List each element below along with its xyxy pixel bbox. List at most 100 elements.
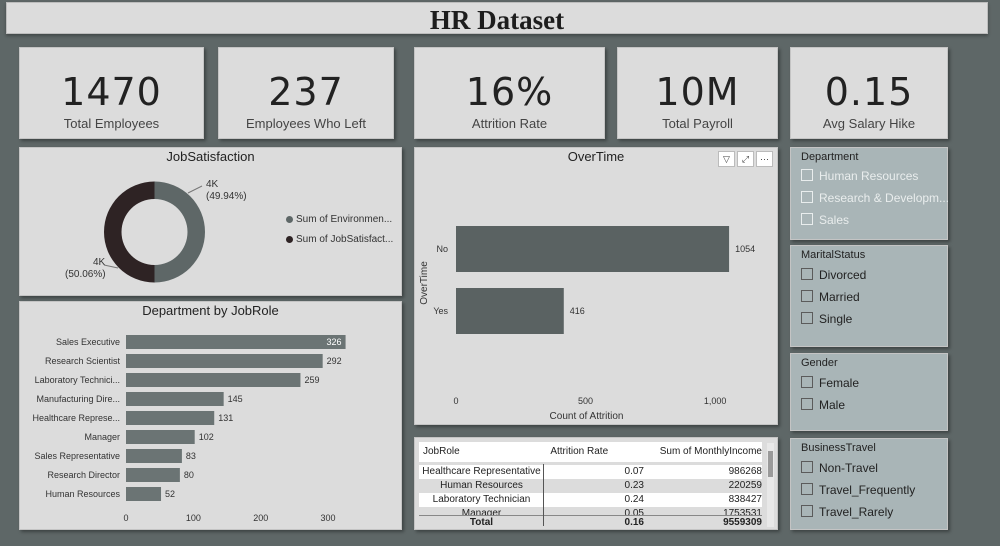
checkbox[interactable] [801,312,813,324]
checkbox[interactable] [801,191,813,203]
x-axis-title: Count of Attrition [550,411,624,422]
bar[interactable] [126,487,162,501]
column-header-income[interactable]: Sum of MonthlyIncome [659,446,762,457]
bar-category-label: Human Resources [45,489,120,499]
slicer-option-research[interactable]: Research & Developm... [801,191,949,205]
kpi-label: Employees Who Left [246,116,366,131]
table-row[interactable]: Manager 0.05 1753531 [419,507,762,515]
donut-pct-bottom: (50.06%) [65,269,106,280]
bar[interactable] [126,354,323,368]
department-slicer[interactable]: Department Human Resources Research & De… [790,147,949,240]
slicer-option-male[interactable]: Male [801,398,845,412]
kpi-total-payroll[interactable]: 10M Total Payroll [617,47,778,139]
job-satisfaction-panel[interactable]: JobSatisfaction 4K (49.94%) 4K (50.06%) … [19,147,402,296]
jobrole-table: JobRole Attrition Rate Sum of MonthlyInc… [419,442,762,529]
legend-dot [286,235,293,243]
business-travel-slicer[interactable]: BusinessTravel Non-Travel Travel_Frequen… [790,438,948,530]
bar[interactable] [456,226,730,272]
gender-slicer[interactable]: Gender Female Male [790,353,948,431]
cell-jobrole: Manager [461,508,502,515]
donut-chart[interactable] [20,148,403,297]
donut-slice-environment [154,181,205,283]
slicer-option-female[interactable]: Female [801,376,859,390]
dept-jobrole-title: Department by JobRole [142,303,279,318]
cell-attrition: 0.23 [624,480,644,491]
bar-data-label: 102 [199,432,214,442]
cell-attrition: 0.07 [624,466,644,477]
donut-label-top: 4K [206,179,219,190]
table-header-row: JobRole Attrition Rate Sum of MonthlyInc… [419,442,762,462]
slicer-option-non-travel[interactable]: Non-Travel [801,461,878,475]
job-satisfaction-title: JobSatisfaction [166,149,255,164]
bar-category-label: Research Scientist [45,356,121,366]
table-row[interactable]: Human Resources 0.23 220259 [419,479,762,493]
overtime-bar-chart[interactable]: No 1054 Yes 416 0 500 1,000 Count of Attrition O… [415,148,779,426]
checkbox[interactable] [801,169,813,181]
report-title: HR Dataset [429,5,565,35]
bar[interactable] [126,449,182,463]
bar[interactable] [126,430,195,444]
overtime-panel[interactable]: OverTime ▽ ⤢ ⋯ No 1054 Yes 416 0 500 1,000 Count … [414,147,778,425]
bar-data-label: 80 [184,470,194,480]
slicer-title: Gender [801,357,838,369]
legend-item-jobsatisfaction[interactable]: Sum of JobSatisfact... [286,234,393,245]
bar[interactable] [126,373,301,387]
kpi-employees-who-left[interactable]: 237 Employees Who Left [218,47,394,139]
slicer-title: MaritalStatus [801,249,866,261]
bar-data-label: 83 [186,451,196,461]
kpi-value: 16% [465,70,554,114]
bar-data-label: 416 [570,306,585,316]
checkbox[interactable] [801,290,813,302]
table-scrollbar[interactable] [767,443,774,527]
overtime-title: OverTime [567,149,625,164]
legend-item-environment[interactable]: Sum of Environmen... [286,214,392,225]
checkbox[interactable] [801,505,813,517]
donut-pct-top: (49.94%) [206,191,247,202]
filter-icon[interactable]: ▽ [718,151,735,167]
checkbox[interactable] [801,483,813,495]
dept-jobrole-panel[interactable]: Department by JobRole Sales Executive 326… [19,301,402,530]
more-options-icon[interactable]: ⋯ [756,151,773,167]
table-row[interactable]: Laboratory Technician 0.24 838427 [419,493,762,507]
kpi-label: Attrition Rate [471,116,548,131]
y-axis-title: OverTime [419,261,430,305]
table-scrollbar-thumb[interactable] [768,451,773,477]
slicer-option-married[interactable]: Married [801,290,860,304]
slicer-option-human-resources[interactable]: Human Resources [801,169,918,183]
bar[interactable] [126,411,215,425]
checkbox[interactable] [801,398,813,410]
column-header-attrition[interactable]: Attrition Rate [550,446,609,457]
checkbox[interactable] [801,376,813,388]
visual-header-icons: ▽ ⤢ ⋯ [716,149,773,167]
bar-data-label: 1054 [735,244,755,254]
table-row[interactable]: Healthcare Representative 0.07 986268 [419,465,762,479]
donut-slice-jobsatisfaction [104,181,155,283]
bar[interactable] [126,335,346,349]
slicer-title: BusinessTravel [801,442,876,454]
slicer-option-travel-frequently[interactable]: Travel_Frequently [801,483,915,497]
jobrole-bar-chart[interactable]: Sales Executive 326 Research Scientist 292 L… [20,302,403,531]
kpi-avg-salary-hike[interactable]: 0.15 Avg Salary Hike [790,47,948,139]
bar[interactable] [456,288,564,334]
cell-income: 1753531 [723,508,762,515]
slicer-option-sales[interactable]: Sales [801,213,849,227]
slicer-option-travel-rarely[interactable]: Travel_Rarely [801,505,893,519]
cell-attrition: 0.24 [624,494,644,505]
bar[interactable] [126,392,224,406]
column-header-jobrole[interactable]: JobRole [423,446,460,457]
kpi-total-employees[interactable]: 1470 Total Employees [19,47,204,139]
bar-data-label: 326 [327,337,342,347]
cell-total-income: 9559309 [723,517,762,528]
checkbox[interactable] [801,268,813,280]
kpi-attrition-rate[interactable]: 16% Attrition Rate [414,47,605,139]
jobrole-table-panel[interactable]: JobRole Attrition Rate Sum of MonthlyInc… [414,437,778,530]
x-tick-label: 100 [186,513,201,523]
slicer-option-divorced[interactable]: Divorced [801,268,866,282]
bar[interactable] [126,468,180,482]
cell-income: 220259 [728,480,762,491]
focus-mode-icon[interactable]: ⤢ [737,151,754,167]
checkbox[interactable] [801,213,813,225]
slicer-option-single[interactable]: Single [801,312,852,326]
checkbox[interactable] [801,461,813,473]
marital-status-slicer[interactable]: MaritalStatus Divorced Married Single [790,245,948,347]
